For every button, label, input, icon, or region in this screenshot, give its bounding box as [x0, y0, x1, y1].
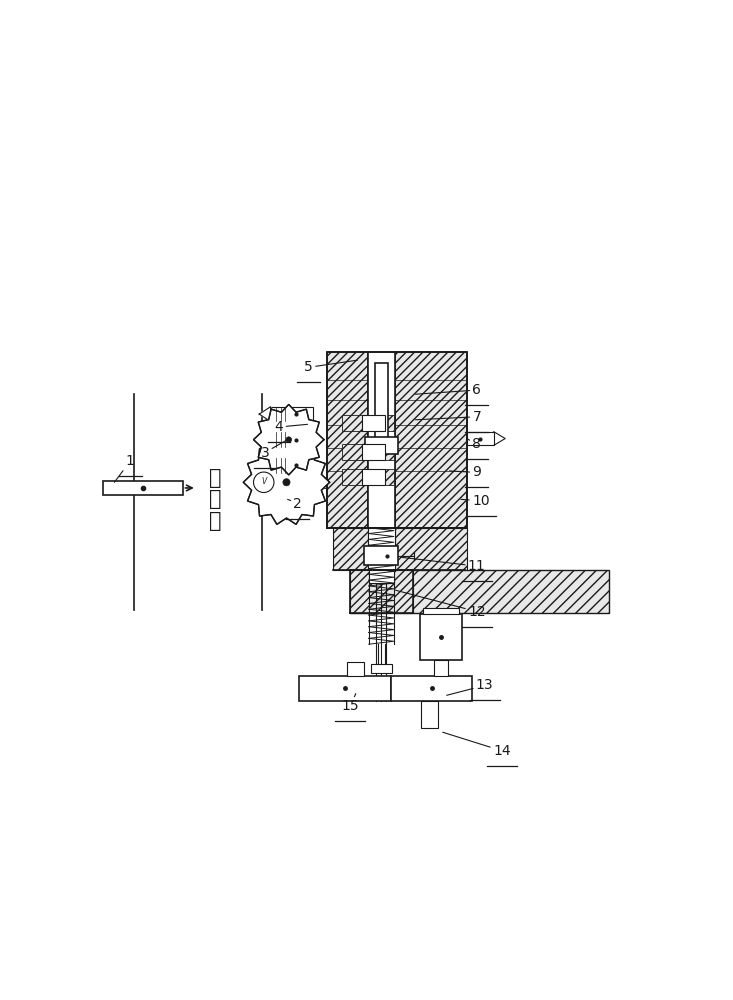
Bar	[395, 352, 466, 528]
Bar	[270, 407, 313, 421]
Bar	[103, 481, 183, 495]
Polygon shape	[259, 432, 270, 447]
Bar	[333, 528, 368, 570]
Bar	[362, 469, 386, 485]
Bar	[347, 662, 364, 676]
Bar	[299, 676, 391, 701]
Bar	[421, 701, 438, 728]
Bar	[328, 352, 368, 528]
Bar	[365, 437, 398, 454]
Bar	[375, 363, 388, 454]
Text: 8: 8	[467, 437, 482, 451]
Bar	[350, 570, 369, 613]
Bar	[270, 458, 313, 473]
Text: 13: 13	[446, 678, 493, 695]
Bar	[391, 676, 472, 701]
Circle shape	[286, 437, 292, 443]
Bar	[420, 614, 463, 660]
Bar	[368, 528, 395, 570]
Bar	[386, 415, 394, 431]
Bar	[362, 444, 386, 460]
Bar	[386, 469, 394, 485]
Circle shape	[283, 479, 290, 486]
Bar	[364, 546, 399, 565]
Text: 14: 14	[443, 732, 511, 758]
Text: 15: 15	[342, 694, 359, 713]
Text: V: V	[261, 477, 266, 486]
Polygon shape	[259, 407, 270, 421]
Bar	[342, 444, 362, 460]
Bar	[362, 415, 386, 431]
Bar	[270, 432, 313, 447]
Text: 出: 出	[209, 489, 221, 509]
Circle shape	[254, 472, 274, 493]
Bar	[350, 570, 608, 613]
Bar	[434, 660, 449, 676]
Bar	[342, 415, 362, 431]
Text: 11: 11	[401, 557, 486, 573]
Text: 12: 12	[396, 590, 485, 619]
Polygon shape	[259, 458, 270, 473]
Bar	[342, 469, 362, 485]
Text: 3: 3	[260, 438, 290, 460]
Bar	[368, 352, 395, 528]
Text: 7: 7	[416, 410, 481, 424]
Bar	[386, 444, 394, 460]
Text: 10: 10	[461, 494, 490, 508]
Text: 6: 6	[416, 383, 482, 397]
Text: 1: 1	[114, 454, 135, 482]
Text: 9: 9	[449, 465, 482, 479]
Bar	[369, 570, 394, 583]
Text: 5: 5	[304, 360, 358, 374]
Polygon shape	[254, 404, 324, 475]
Text: 4: 4	[275, 420, 308, 434]
Text: 2: 2	[287, 497, 302, 511]
Bar	[466, 432, 494, 445]
Bar	[394, 570, 413, 613]
Text: 挤: 挤	[209, 468, 221, 488]
Bar	[371, 664, 392, 673]
Bar	[395, 528, 466, 570]
Bar	[423, 608, 459, 614]
Polygon shape	[243, 440, 330, 524]
Text: 机: 机	[209, 511, 221, 531]
